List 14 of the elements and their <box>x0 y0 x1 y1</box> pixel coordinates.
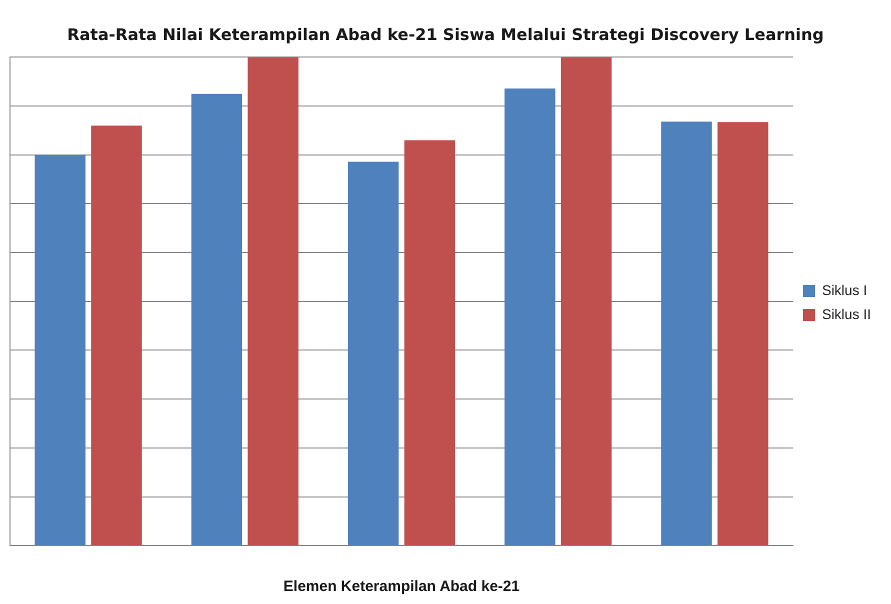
legend-label: Siklus I <box>822 282 868 298</box>
bar <box>661 122 712 546</box>
bar <box>560 57 612 546</box>
bar <box>718 122 768 546</box>
bar <box>504 88 556 546</box>
bar <box>191 94 242 546</box>
x-axis-title: Elemen Keterampilan Abad ke-21 <box>283 578 520 596</box>
bar <box>248 57 298 546</box>
bar <box>34 154 86 546</box>
bar <box>404 140 456 546</box>
bar <box>348 162 399 546</box>
legend-label: Siklus II <box>822 306 871 322</box>
chart-title: Rata-Rata Nilai Keterampilan Abad ke-21 Siswa Melalui Strategi Discovery Learning <box>67 24 824 44</box>
bar <box>91 126 142 546</box>
